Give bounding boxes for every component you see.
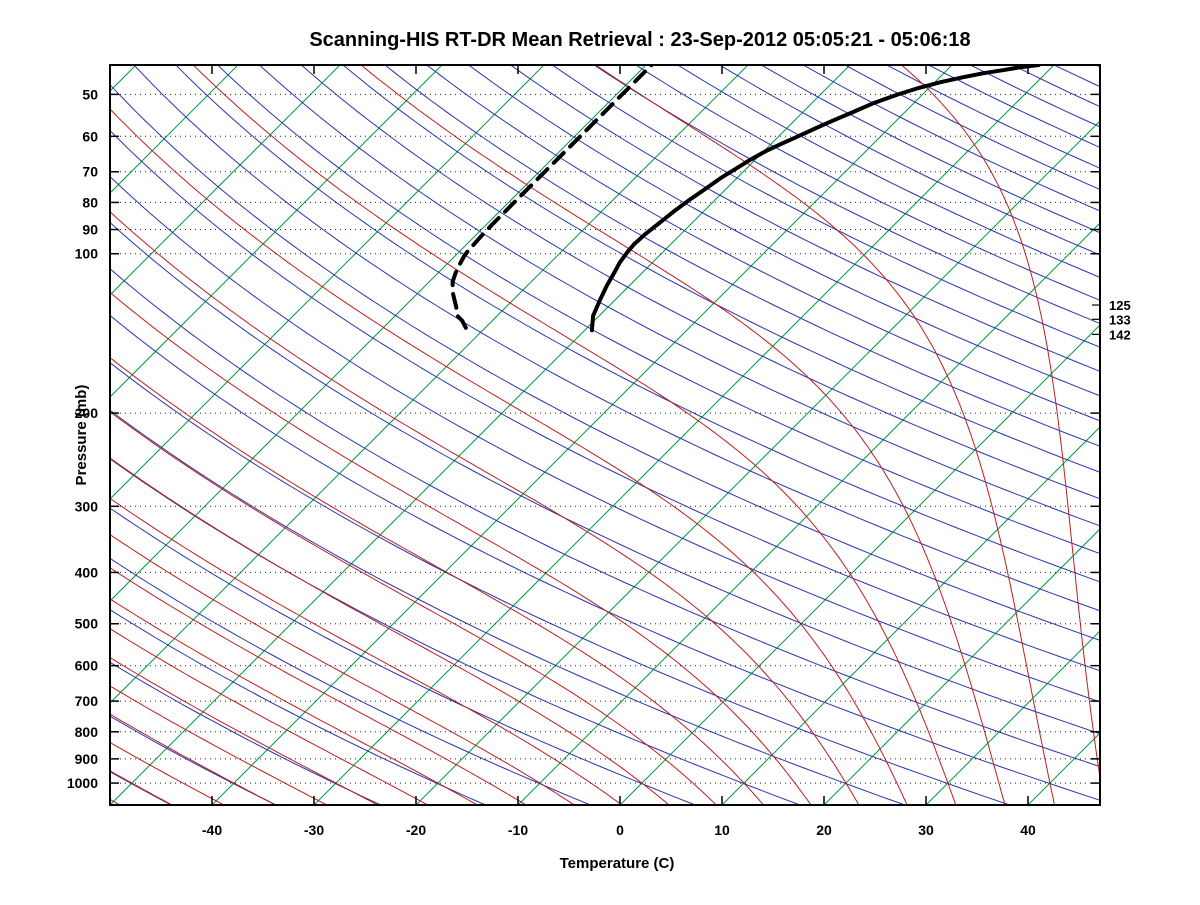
x-tick-label: 20 [816, 822, 832, 838]
retrieval-profiles [453, 65, 1039, 330]
y-tick-label: 80 [82, 194, 98, 210]
y-tick-label: 50 [82, 86, 98, 102]
dry-adiabat-line [594, 65, 1200, 703]
x-tick-label: -30 [304, 822, 324, 838]
isotherm-line [212, 65, 952, 805]
pressure-gridlines [110, 94, 1100, 783]
isotherm-line [722, 65, 1200, 805]
moist-adiabat-line [0, 65, 120, 805]
moist-adiabat-line [0, 65, 68, 805]
y-tick-label: 900 [75, 751, 99, 767]
isotherm-line [926, 65, 1200, 805]
isotherm-line [0, 65, 136, 805]
x-tick-label: 0 [616, 822, 624, 838]
background-lines [0, 65, 1200, 805]
dry-adiabat-line [92, 65, 1200, 805]
y-tick-label: 60 [82, 128, 98, 144]
dry-adiabat-line [1138, 65, 1200, 463]
dry-adiabat-line [678, 65, 1200, 657]
moist-adiabat-line [0, 65, 811, 805]
isotherm-line [1028, 65, 1200, 805]
dry-adiabat-line [0, 65, 1010, 805]
x-tick-label: -40 [202, 822, 222, 838]
x-tick-label: 40 [1020, 822, 1036, 838]
y-tick-label: 400 [75, 564, 99, 580]
dry-adiabat-line [803, 65, 1200, 602]
moist-adiabat-line [902, 65, 1105, 805]
isotherm-line [620, 65, 1200, 805]
moist-adiabat-line [0, 65, 276, 805]
dry-adiabat-line [0, 537, 66, 805]
x-axis-label: Temperature (C) [560, 855, 675, 872]
dry-adiabat-line [1180, 65, 1200, 444]
isotherm-line [0, 65, 340, 805]
moist-adiabat-line [1118, 65, 1155, 805]
moist-adiabat-line [0, 65, 669, 805]
isotherm-line [416, 65, 1156, 805]
right-level-label: 125 [1109, 298, 1131, 313]
dry-adiabat-line [218, 65, 1200, 805]
right-level-label: 142 [1109, 327, 1131, 342]
moist-adiabat-line [0, 65, 716, 805]
x-tick-label: -10 [508, 822, 528, 838]
x-tick-label: 30 [918, 822, 934, 838]
moist-adiabat-line [0, 65, 477, 805]
x-tick-label: 10 [714, 822, 730, 838]
dry-adiabat-line [845, 65, 1200, 583]
moist-adiabat-line [0, 65, 859, 805]
isotherm-line [314, 65, 1054, 805]
dry-adiabat-line [134, 65, 1200, 805]
dry-adiabat-line [0, 65, 905, 805]
dry-adiabat-line [1012, 65, 1200, 509]
moist-adiabat-line [1195, 65, 1200, 805]
dry-adiabat-line [971, 65, 1200, 528]
moist-adiabat-line [0, 65, 224, 805]
dry-adiabat-line [259, 65, 1200, 805]
dry-adiabat-line [50, 65, 1200, 805]
dry-adiabat-line [1096, 65, 1200, 481]
y-tick-label: 500 [75, 616, 99, 632]
y-tick-label: 600 [75, 658, 99, 674]
dry-adiabat-line [0, 65, 800, 805]
y-tick-label: 90 [82, 222, 98, 238]
plot-frame [110, 65, 1100, 805]
right-level-label: 133 [1109, 312, 1131, 327]
y-axis-label: Pressure (mb) [73, 385, 90, 486]
dry-adiabat-line [176, 65, 1200, 805]
chart-title: Scanning-HIS RT-DR Mean Retrieval : 23-S… [309, 29, 970, 51]
moist-adiabat-line [0, 65, 428, 805]
isotherm-line [1130, 65, 1200, 805]
isotherm-line [824, 65, 1200, 805]
dewpoint-profile-line [453, 65, 652, 328]
dry-adiabat-line [301, 65, 1200, 805]
dry-adiabat-line [0, 306, 381, 806]
y-tick-label: 700 [75, 693, 99, 709]
y-tick-label: 100 [75, 246, 99, 262]
dry-adiabat-line [1054, 65, 1200, 500]
y-tick-label: 1000 [67, 775, 98, 791]
dry-adiabat-line [0, 222, 486, 805]
y-tick-label: 70 [82, 164, 98, 180]
dry-adiabat-line [0, 65, 1115, 805]
moist-adiabat-line [361, 65, 1005, 805]
y-tick-label: 300 [75, 498, 99, 514]
x-tick-label: -20 [406, 822, 426, 838]
dry-adiabat-line [636, 65, 1200, 676]
y-tick-label: 800 [75, 724, 99, 740]
